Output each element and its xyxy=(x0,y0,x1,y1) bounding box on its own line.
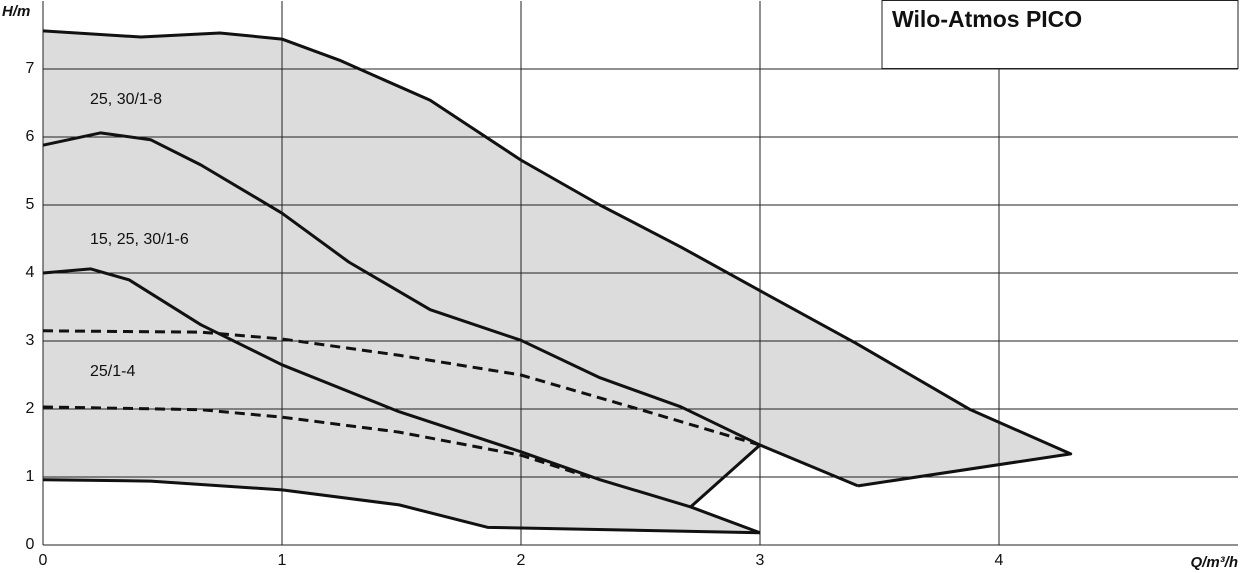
pump-curve xyxy=(42,405,596,481)
pump-curve xyxy=(689,443,761,509)
y-tick-label: 4 xyxy=(26,264,35,281)
curve-label: 15, 25, 30/1-6 xyxy=(90,231,189,248)
y-tick-label: 2 xyxy=(26,400,35,417)
y-tick-label: 3 xyxy=(26,332,35,349)
pump-curve xyxy=(42,267,761,535)
x-tick-label: 4 xyxy=(995,552,1004,569)
x-tick-label: 2 xyxy=(517,552,526,569)
chart-title: Wilo-Atmos PICO xyxy=(892,6,1082,32)
x-tick-label: 0 xyxy=(39,552,48,569)
operating-area xyxy=(43,30,1071,533)
pump-curve xyxy=(42,29,1073,488)
y-axis-label: H/m xyxy=(2,3,30,20)
curve-label: 25, 30/1-8 xyxy=(90,91,162,108)
y-tick-label: 1 xyxy=(26,468,35,485)
pump-curve xyxy=(42,478,761,535)
curve-label: 25/1-4 xyxy=(90,363,135,380)
title-box xyxy=(881,0,1239,69)
pump-curve xyxy=(42,131,859,488)
y-tick-label: 7 xyxy=(26,60,35,77)
x-tick-label: 3 xyxy=(756,552,765,569)
x-tick-label: 1 xyxy=(278,552,287,569)
pump-curve xyxy=(42,329,761,447)
y-tick-label: 6 xyxy=(26,128,35,145)
x-axis-label: Q/m³/h xyxy=(1191,554,1239,571)
y-tick-label: 5 xyxy=(26,196,35,213)
y-tick-label: 0 xyxy=(26,536,35,553)
